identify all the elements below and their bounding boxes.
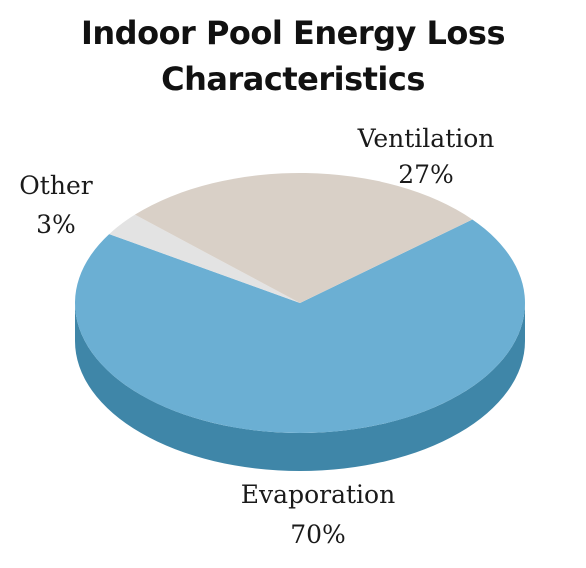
ventilation-label: Ventilation [357, 124, 495, 153]
ventilation-value-label: 27% [398, 160, 454, 189]
other-value-label: 3% [36, 210, 76, 239]
pie-slices [74, 172, 525, 434]
chart-title-line-2: Characteristics [161, 60, 425, 98]
pie-slice-other [109, 214, 300, 303]
pie-slice-ventilation [134, 172, 473, 303]
pie-slice-evaporation [74, 219, 525, 434]
evaporation-label: Evaporation [241, 480, 395, 509]
chart-title-line-1: Indoor Pool Energy Loss [80, 14, 506, 52]
pie-sides [75, 303, 525, 471]
evaporation-value-label: 70% [290, 520, 346, 549]
pie-side-evaporation [75, 303, 525, 471]
other-label: Other [19, 171, 92, 200]
